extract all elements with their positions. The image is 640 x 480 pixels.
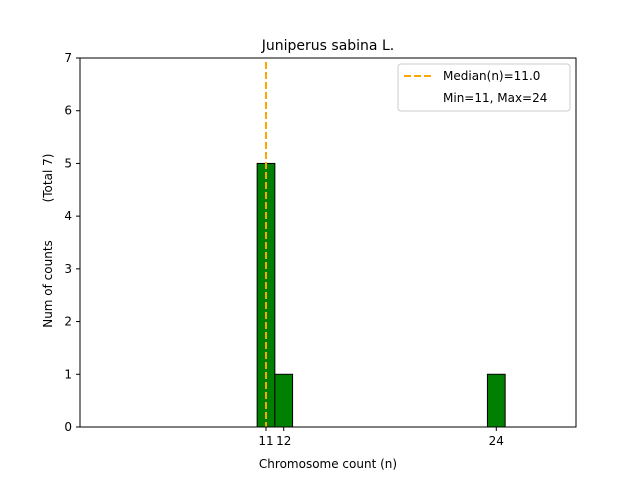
plot-frame — [79, 57, 577, 428]
y-tick-label-1: 1 — [64, 367, 72, 381]
legend: Median(n)=11.0 Min=11, Max=24 — [397, 63, 571, 112]
y-tick-label-6: 6 — [64, 104, 72, 118]
bars-group — [256, 162, 568, 428]
bar-12 — [274, 373, 294, 428]
y-tick-label-5: 5 — [64, 156, 72, 170]
y-tick-label-3: 3 — [64, 262, 72, 276]
x-tick-label-11: 11 — [258, 434, 273, 448]
legend-median-label: Median(n)=11.0 — [443, 69, 540, 83]
y-tick-label-0: 0 — [64, 420, 72, 434]
x-axis-label: Chromosome count (n) — [259, 457, 397, 471]
legend-frame — [397, 63, 571, 112]
y-axis-label: Num of counts — [41, 240, 55, 328]
chart-title: Juniperus sabina L. — [261, 38, 394, 54]
y-tick-label-4: 4 — [64, 209, 72, 223]
x-tick-label-12: 12 — [276, 434, 291, 448]
x-tick-label-24: 24 — [489, 434, 504, 448]
legend-range-label: Min=11, Max=24 — [443, 91, 547, 105]
y-axis-total-label: (Total 7) — [41, 154, 55, 203]
y-tick-label-7: 7 — [64, 51, 72, 65]
y-tick-label-2: 2 — [64, 315, 72, 329]
bar-24 — [486, 373, 506, 428]
